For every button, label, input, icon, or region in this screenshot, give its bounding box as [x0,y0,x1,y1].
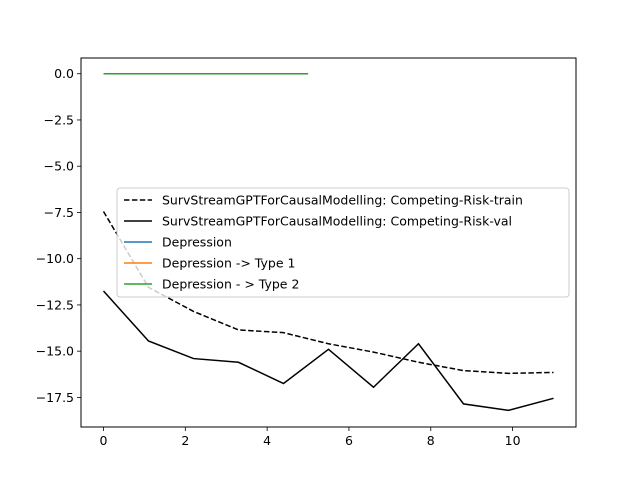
legend: SurvStreamGPTForCausalModelling: Competi… [116,187,570,298]
legend-label-1: SurvStreamGPTForCausalModelling: Competi… [162,214,512,229]
legend-label-3: Depression -> Type 1 [162,256,295,271]
y-tick-label: −7.5 [44,205,74,220]
y-axis: 0.0 −2.5 −5.0 −7.5 −10.0 −12.5 −15.0 −17.5 [36,66,81,405]
x-axis: 0 2 4 6 8 10 [100,427,521,448]
series-line-0 [102,211,554,375]
y-tick-label: −12.5 [36,297,74,312]
plot-frame [80,57,577,428]
series-line-1 [102,290,554,412]
plot-lines [102,72,554,412]
x-tick-label: 6 [345,433,353,448]
x-tick-label: 8 [427,433,435,448]
y-tick-label: −5.0 [44,159,74,174]
y-tick-label: −17.5 [36,390,74,405]
x-tick-label: 2 [181,433,189,448]
y-tick-label: −10.0 [36,251,74,266]
y-tick-label: −2.5 [44,112,74,127]
x-tick-label: 0 [100,433,108,448]
legend-box [116,187,570,298]
legend-label-2: Depression [162,235,232,250]
x-tick-label: 10 [505,433,521,448]
y-tick-label: −15.0 [36,344,74,359]
y-tick-label: 0.0 [54,66,74,81]
x-tick-label: 4 [263,433,271,448]
legend-label-0: SurvStreamGPTForCausalModelling: Competi… [162,193,523,208]
legend-label-4: Depression - > Type 2 [162,277,299,292]
